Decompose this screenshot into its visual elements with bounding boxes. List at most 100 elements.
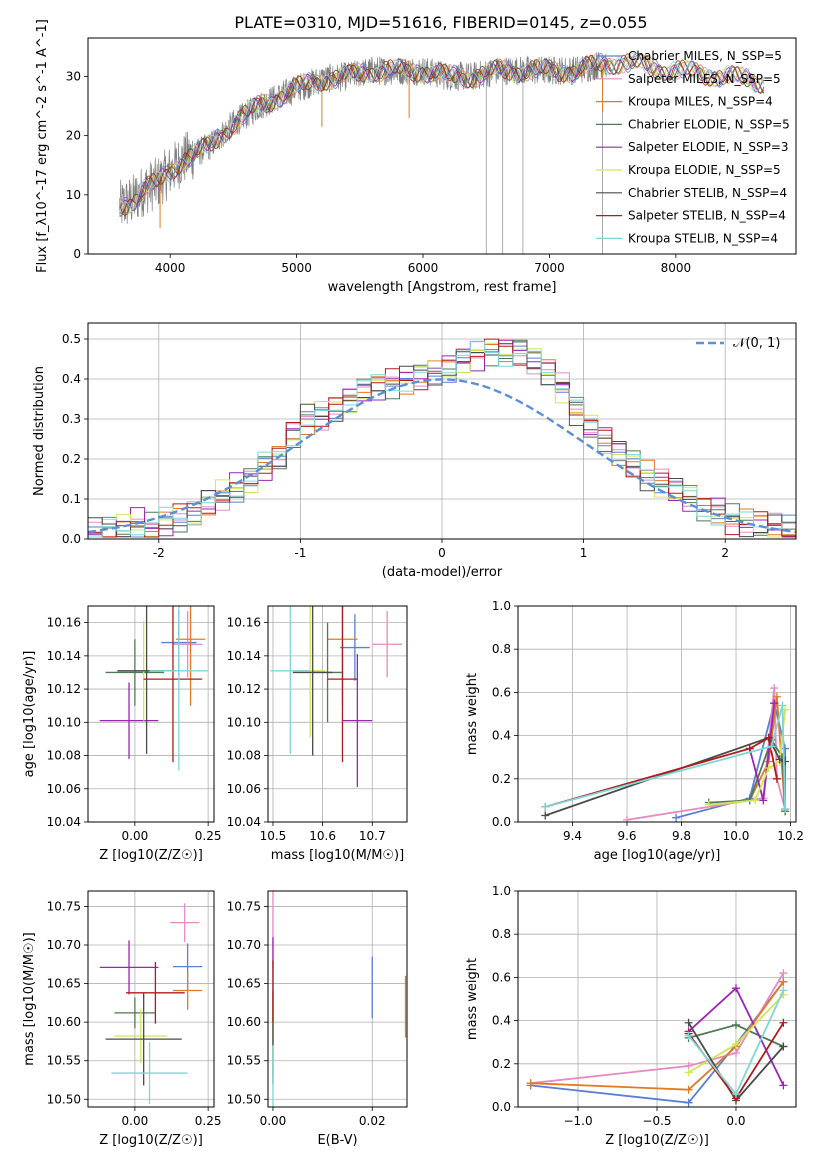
mass-weight-marker [778, 701, 787, 710]
mass-vs-Z-plot-area [99, 903, 203, 1104]
mass-weight-series [541, 701, 790, 814]
error-bar-point [99, 682, 159, 759]
x-tick-label: 7000 [534, 261, 565, 275]
legend-label: Kroupa MILES, N_SSP=4 [628, 95, 773, 109]
x-tick-label: 9.8 [672, 829, 691, 843]
mass-weight-vs-Z-frame [517, 890, 797, 1108]
mass-weight-line [530, 981, 785, 1091]
y-tick-label: 10.55 [47, 1054, 81, 1068]
y-tick-label: 0.3 [62, 412, 81, 426]
spectrum-plot-area [119, 52, 765, 254]
error-bar-point [143, 606, 203, 763]
mass-weight-marker [745, 744, 754, 753]
mass-weight-series [526, 977, 788, 1094]
y-tick-label: 10.55 [227, 1054, 261, 1068]
age-vs-mass-plot-area [270, 606, 403, 788]
mass-weight-vs-age-axes: 9.4 9.6 9.8 10.0 10.2 0.0 0.2 0.4 0.6 0.8 1.0 age [… [465, 599, 804, 863]
mass-weight-marker [775, 755, 784, 764]
error-bar-point [292, 606, 333, 756]
spectrum-axes: 4000 5000 6000 7000 8000 0 10 20 30 wavelength [A… [35, 19, 691, 295]
x-axis-label: mass [log10(M/M☉)] [271, 848, 404, 863]
x-tick-label: 10.2 [777, 829, 804, 843]
x-axis-label: (data-model)/error [382, 565, 503, 580]
histogram-step [88, 341, 796, 538]
age-vs-Z-plot-area [99, 606, 209, 771]
y-axis-label: Normed distribution [32, 366, 47, 496]
mass-weight-marker [772, 774, 781, 783]
x-tick-label: 0.00 [260, 1114, 287, 1128]
y-tick-label: 10.10 [227, 715, 261, 729]
x-tick-label: 10.5 [260, 829, 287, 843]
legend-label: Kroupa STELIB, N_SSP=4 [628, 231, 778, 245]
mass-weight-line [545, 736, 778, 808]
mass-weight-marker [731, 1090, 740, 1099]
error-bar-point [149, 606, 209, 771]
error-bar-point [172, 971, 203, 1010]
x-tick-label: 1 [580, 546, 588, 560]
error-bar-point [339, 614, 370, 681]
y-tick-label: 0.8 [492, 642, 511, 656]
mass-weight-marker [541, 802, 550, 811]
y-tick-label: 10.16 [47, 616, 81, 630]
mass-weight-marker [770, 684, 779, 693]
error-bar-point [105, 992, 182, 1086]
y-tick-label: 10 [66, 188, 81, 202]
x-tick-label: −1.0 [563, 1114, 592, 1128]
mass-weight-marker [759, 796, 768, 805]
mass-weight-line [545, 705, 786, 810]
y-tick-label: 0.1 [62, 492, 81, 506]
y-tick-label: 10.08 [227, 749, 261, 763]
mass-vs-EBV-frame [267, 890, 408, 1108]
mass-weight-marker [684, 1018, 693, 1027]
legend-label: Salpeter ELODIE, N_SSP=3 [628, 140, 789, 154]
mass-weight-marker [781, 757, 790, 766]
y-tick-label: 10.65 [47, 977, 81, 991]
mass-weight-marker [684, 1031, 693, 1040]
age-vs-mass-frame [267, 605, 408, 823]
legend-label: 𝒩(0, 1) [733, 336, 780, 351]
mass-weight-marker [684, 1098, 693, 1107]
mass-weight-marker [623, 815, 632, 822]
legend-label: Chabrier ELODIE, N_SSP=5 [628, 117, 790, 131]
y-axis-label: mass weight [465, 673, 480, 755]
x-tick-label: 0.02 [359, 1114, 386, 1128]
x-axis-label: Z [log10(Z/Z☉)] [605, 1133, 709, 1148]
legend-label: Salpeter MILES, N_SSP=5 [628, 72, 781, 86]
y-axis-label: mass weight [465, 958, 480, 1040]
error-bar-point [270, 606, 311, 754]
spectrum-model-line [119, 52, 765, 212]
legend-label: Chabrier STELIB, N_SSP=4 [628, 186, 787, 200]
y-tick-label: 0.6 [492, 685, 511, 699]
y-tick-label: 20 [66, 129, 81, 143]
mass-weight-marker [731, 1020, 740, 1029]
mass-vs-Z-axes: 0.00 0.25 10.50 10.55 10.60 10.65 10.70 10.75 Z … [22, 891, 221, 1148]
x-tick-label: 2 [721, 546, 729, 560]
spectrum-frame [87, 37, 797, 255]
y-axis-label: Flux [f_λ10^-17 erg cm^-2 s^-1 A^-1] [35, 19, 50, 273]
x-tick-label: -2 [153, 546, 165, 560]
mass-weight-vs-age-frame [517, 605, 797, 823]
mass-weight-marker [731, 984, 740, 993]
mass-weight-marker [779, 977, 788, 986]
error-bar-point [172, 610, 203, 678]
figure-title: PLATE=0310, MJD=51616, FIBERID=0145, z=0… [234, 13, 647, 32]
mass-weight-series [684, 986, 788, 1099]
mass-weight-vs-Z-axes: −1.0 −0.5 0.0 0.0 0.2 0.4 0.6 0.8 1.0 Z [log10(Z/… [465, 884, 796, 1148]
mass-weight-marker [704, 800, 713, 809]
y-tick-label: 0.2 [62, 452, 81, 466]
y-tick-label: 10.75 [227, 899, 261, 913]
mass-weight-marker [672, 813, 681, 822]
mass-weight-vs-age-plot-area [541, 684, 790, 822]
y-tick-label: 30 [66, 69, 81, 83]
y-tick-label: 10.06 [47, 782, 81, 796]
x-tick-label: 0.25 [195, 829, 222, 843]
y-tick-label: 10.10 [47, 715, 81, 729]
residuals-plot-area [88, 338, 796, 538]
mass-weight-marker [751, 796, 760, 805]
y-tick-label: 10.70 [47, 938, 81, 952]
legend-label: Salpeter STELIB, N_SSP=4 [628, 209, 786, 223]
mass-vs-Z-frame [87, 890, 215, 1108]
spectrum-model-line [119, 53, 765, 217]
mass-vs-EBV-axes: 0.00 0.02 10.50 10.55 10.60 10.65 10.70 10.75 E(… [227, 891, 407, 1148]
y-tick-label: 0.4 [492, 1014, 511, 1028]
